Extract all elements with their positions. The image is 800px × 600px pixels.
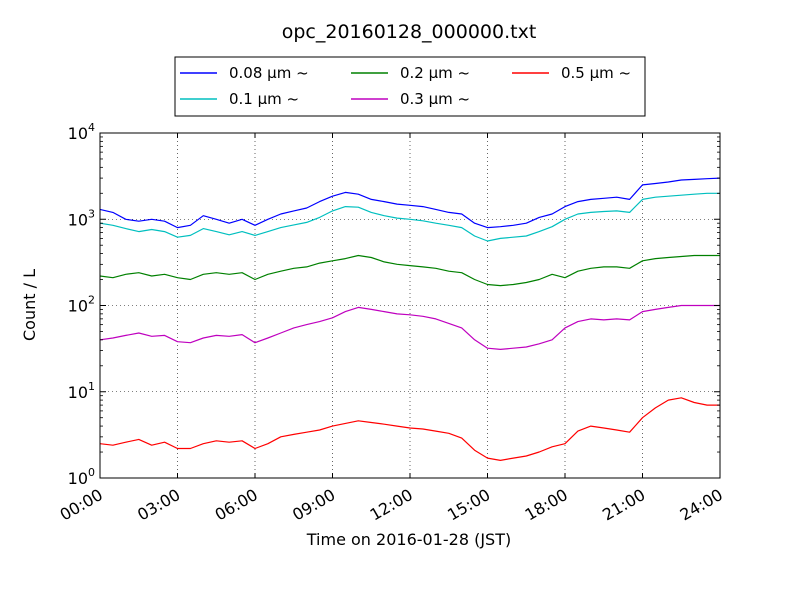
axis-ticks: 00:00 03:00 06:00 09:00 12:00 15:00 18:00 21:00… xyxy=(57,121,726,525)
y-tick-label: 100 xyxy=(68,466,95,488)
x-tick-label: 03:00 xyxy=(134,485,183,525)
y-tick-label: 104 xyxy=(68,121,95,143)
legend-box xyxy=(174,56,646,117)
x-tick-label: 18:00 xyxy=(522,485,571,525)
chart-title: opc_20160128_000000.txt xyxy=(282,21,537,43)
series-line xyxy=(99,192,720,242)
legend-label: 0.3 μm ~ xyxy=(400,90,470,108)
legend-label: 0.08 μm ~ xyxy=(229,64,309,82)
legend-label: 0.1 μm ~ xyxy=(229,90,299,108)
series-lines xyxy=(99,177,721,461)
x-tick-label: 12:00 xyxy=(367,485,416,525)
x-tick-label: 15:00 xyxy=(444,485,493,525)
x-tick-label: 06:00 xyxy=(212,485,261,525)
x-tick-label: 24:00 xyxy=(677,485,726,525)
y-tick-label: 102 xyxy=(68,294,95,316)
x-tick-label: 21:00 xyxy=(599,485,648,525)
x-tick-label: 00:00 xyxy=(57,485,106,525)
x-tick-label: 09:00 xyxy=(289,485,338,525)
series-line xyxy=(99,304,720,350)
legend: 0.08 μm ~ 0.1 μm ~ 0.2 μm ~ 0.3 μm ~ 0.5 μm … xyxy=(174,56,646,117)
y-tick-label: 103 xyxy=(68,207,95,229)
grid xyxy=(100,133,720,478)
series-line xyxy=(99,254,720,287)
x-axis-label: Time on 2016-01-28 (JST) xyxy=(306,530,511,549)
series-line xyxy=(99,397,720,461)
y-axis-label: Count / L xyxy=(20,269,39,341)
y-tick-label: 101 xyxy=(68,380,95,402)
series-line xyxy=(99,177,721,229)
legend-label: 0.2 μm ~ xyxy=(400,64,470,82)
legend-label: 0.5 μm ~ xyxy=(561,64,631,82)
